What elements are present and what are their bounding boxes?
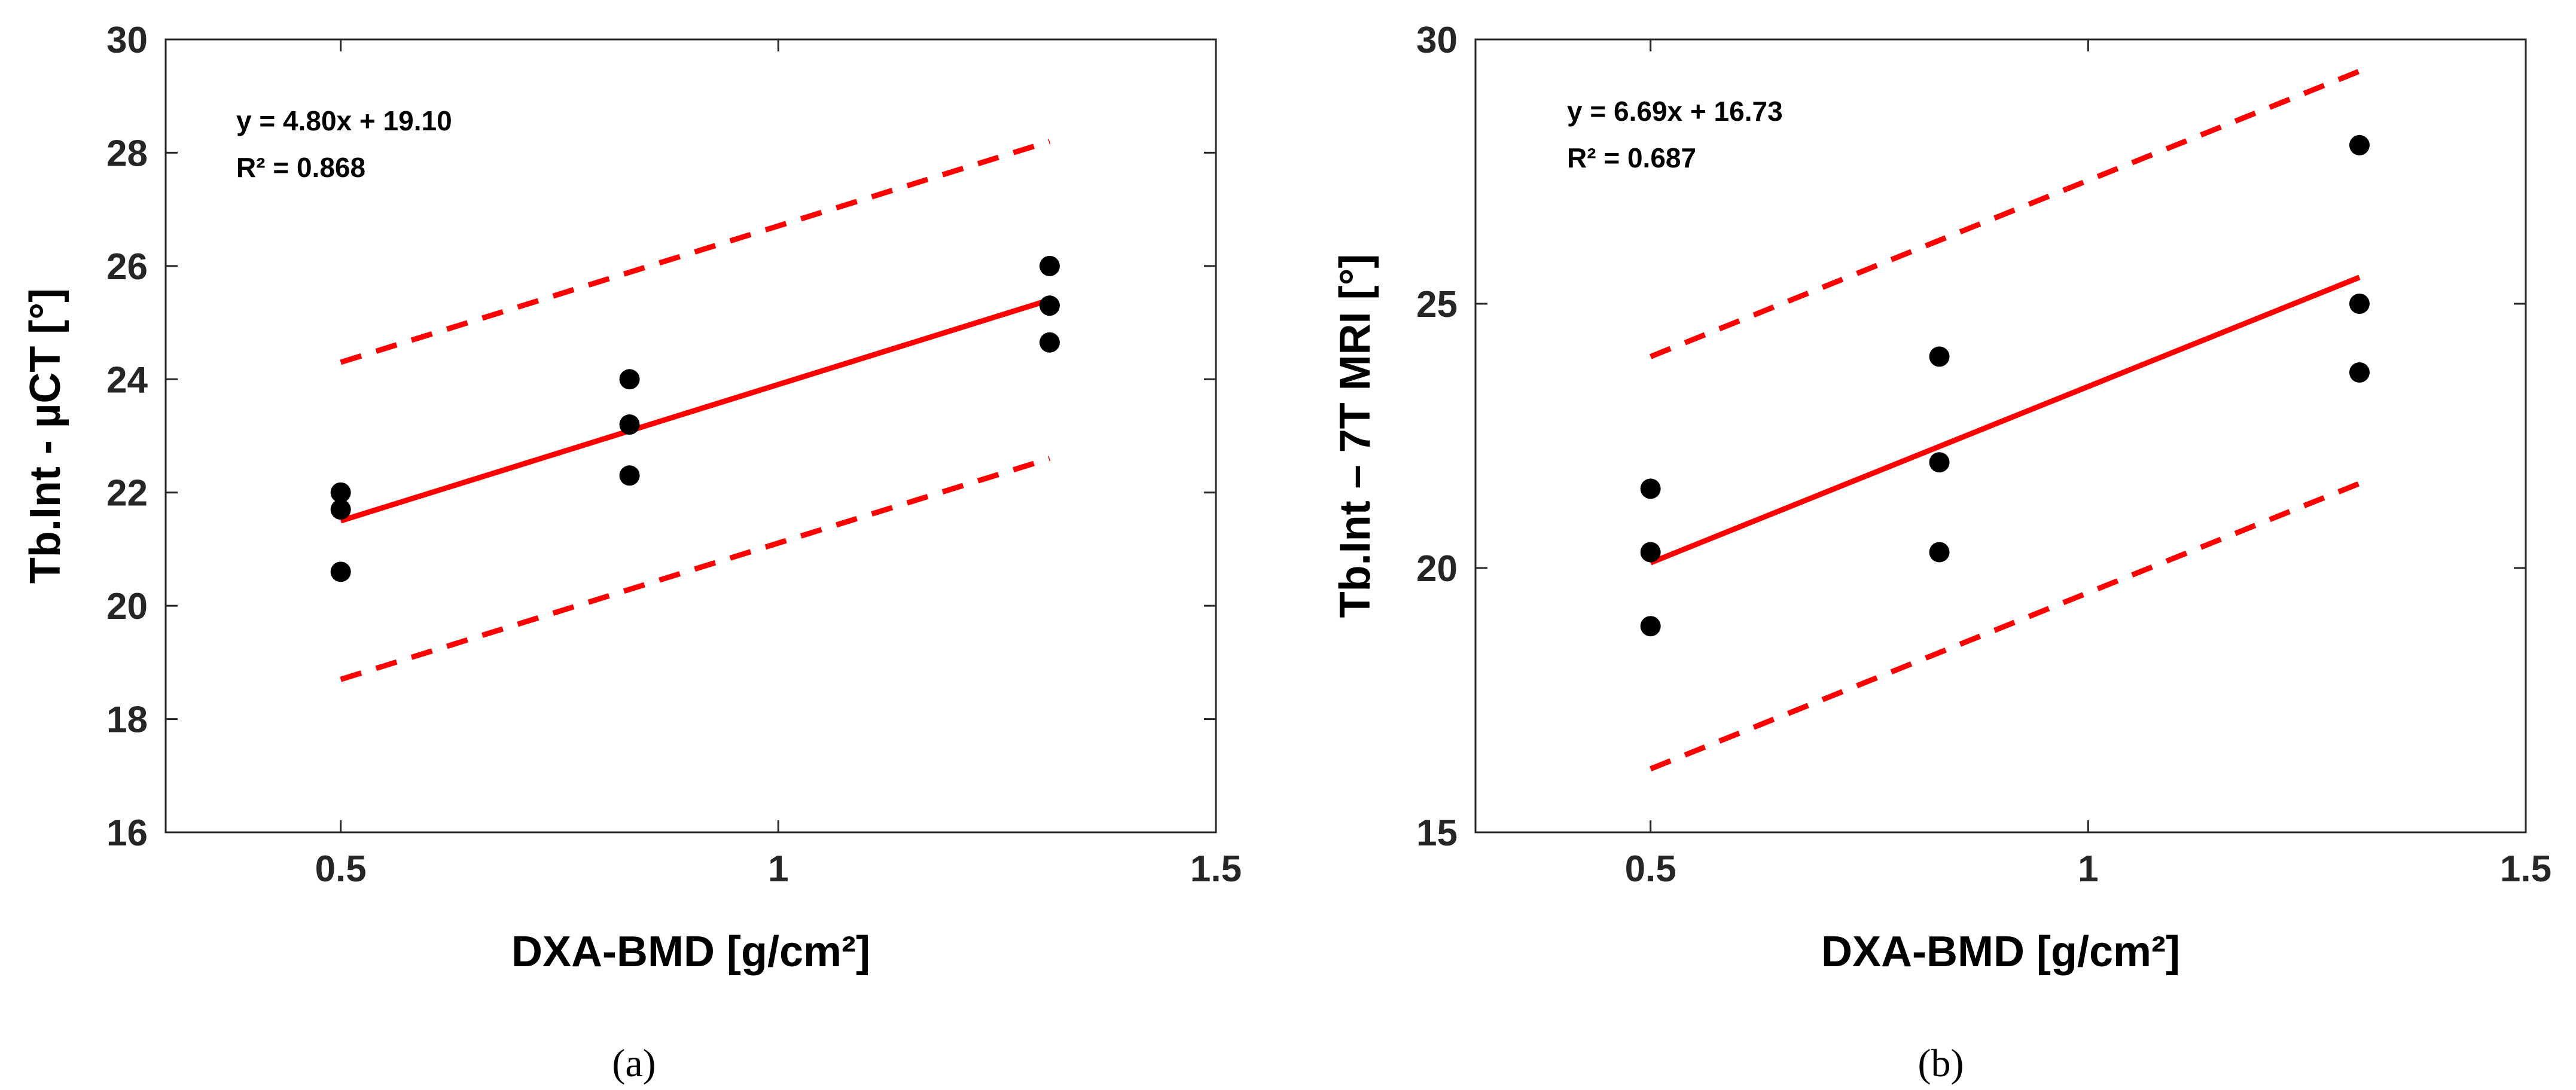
lower-bound-line-b <box>1649 481 2361 772</box>
y-tick-label: 30 <box>106 20 148 61</box>
panel-label-a: (a) <box>612 1042 656 1085</box>
y-tick-label: 16 <box>106 813 148 854</box>
data-point <box>1929 542 1950 563</box>
points-a <box>330 255 1060 582</box>
plot-area-b <box>1474 38 2527 833</box>
y-tick-label: 20 <box>106 586 148 627</box>
data-point <box>2349 135 2370 155</box>
upper-bound-line-a <box>340 139 1051 365</box>
data-point <box>330 561 351 582</box>
y-tick-label: 24 <box>106 359 148 401</box>
r-squared-a: R² = 0.868 <box>236 152 365 183</box>
y-axis-label-b: Tb.Int – 7T MRI [°] <box>1331 254 1379 618</box>
y-tick-label: 28 <box>106 133 148 174</box>
regression-equation-a: y = 4.80x + 19.10 <box>236 105 452 136</box>
panel-label-b: (b) <box>1918 1042 1964 1085</box>
data-point <box>1039 295 1060 316</box>
regression-equation-b: y = 6.69x + 16.73 <box>1567 96 1783 127</box>
data-point <box>619 465 640 486</box>
y-tick-label: 25 <box>1416 284 1458 325</box>
data-point <box>1640 542 1661 563</box>
data-point <box>1929 346 1950 367</box>
axis-ticks-b: 0.5 1 1.5 15 20 25 30 <box>1416 20 2551 890</box>
data-point <box>1929 452 1950 473</box>
y-axis-label-a: Tb.Int - µCT [°] <box>22 288 69 584</box>
y-tick-label: 18 <box>106 700 148 741</box>
data-point <box>330 482 351 503</box>
panel-b: 0.5 1 1.5 15 20 25 30 y = 6.69x + 16.73 R² = 0… <box>1331 20 2551 1085</box>
data-point <box>2349 362 2370 383</box>
lines-b <box>1649 68 2361 772</box>
data-point <box>330 499 351 520</box>
r-squared-b: R² = 0.687 <box>1567 142 1696 173</box>
regression-line-a <box>340 297 1051 524</box>
upper-bound-line-b <box>1649 68 2361 359</box>
regression-line-b <box>1649 274 2361 566</box>
y-tick-label: 22 <box>106 473 148 514</box>
x-tick-label: 0.5 <box>1625 848 1676 890</box>
data-point <box>619 414 640 435</box>
plot-area-a <box>164 38 1217 833</box>
axis-ticks-a: 0.5 1 1.5 16 18 20 22 24 26 28 30 <box>106 20 1242 890</box>
data-point <box>1640 478 1661 499</box>
data-point <box>619 369 640 390</box>
x-tick-label: 1.5 <box>1190 848 1242 890</box>
x-tick-label: 1 <box>768 848 788 890</box>
points-b <box>1640 135 2370 637</box>
lower-bound-line-a <box>340 456 1051 682</box>
data-point <box>1640 616 1661 637</box>
x-tick-label: 1.5 <box>2500 848 2551 890</box>
data-point <box>2349 294 2370 314</box>
panel-a: 0.5 1 1.5 16 18 20 22 24 26 28 30 y = 4.80x + 19.1… <box>22 20 1242 1085</box>
x-axis-label-b: DXA-BMD [g/cm²] <box>1821 928 2180 976</box>
x-tick-label: 1 <box>2078 848 2098 890</box>
x-axis-label-a: DXA-BMD [g/cm²] <box>511 928 870 976</box>
y-tick-label: 20 <box>1416 548 1458 590</box>
y-tick-label: 30 <box>1416 20 1458 61</box>
y-tick-label: 15 <box>1416 813 1458 854</box>
x-tick-label: 0.5 <box>315 848 367 890</box>
data-point <box>1039 332 1060 353</box>
data-point <box>1039 255 1060 276</box>
lines-a <box>340 139 1051 682</box>
y-tick-label: 26 <box>106 246 148 288</box>
